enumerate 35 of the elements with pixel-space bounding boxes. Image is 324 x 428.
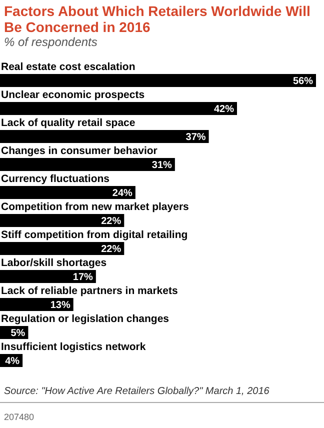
source-note: Source: "How Active Are Retailers Globally?" March 1, 2016 [4,386,270,397]
y-tick-label: Regulation or legislation changes [1,313,170,325]
y-tick-label: Changes in consumer behavior [1,145,158,157]
bar [0,242,124,255]
data-label: 13% [50,300,70,311]
data-label: 5% [10,328,26,339]
y-tick-label: Lack of quality retail space [1,117,136,129]
bar [0,214,124,227]
y-tick-label: Real estate cost escalation [1,61,136,73]
data-label: 22% [101,244,122,255]
data-label: 37% [186,132,206,143]
y-tick-label: Competition from new market players [1,201,190,213]
bar [0,186,136,199]
y-tick-label: Currency fluctuations [1,173,110,185]
y-tick-label: Unclear economic prospects [1,89,145,101]
text: 207480 [4,412,34,422]
y-tick-label: Labor/skill shortages [1,257,107,269]
data-label: 42% [214,104,234,115]
bar [0,270,96,283]
y-tick-label: Lack of reliable partners in markets [1,285,178,297]
data-label: 56% [292,76,314,87]
data-label: 22% [101,216,122,227]
data-label: 17% [72,272,94,283]
y-tick-label: Insufficient logistics network [1,341,146,353]
bar [0,74,316,87]
data-label: 31% [152,160,172,171]
bar [0,158,175,171]
chart-subtitle: % of respondents [3,35,98,50]
data-label: 24% [112,188,133,199]
bar [0,130,209,143]
chart-title: Factors About Which Retailers Worldwide Will Be Concerned in 2016 [3,2,312,35]
bar [0,102,237,115]
y-tick-label: Stiff competition from digital retailing [1,229,188,241]
bar [0,298,74,311]
data-label: 4% [5,356,20,367]
